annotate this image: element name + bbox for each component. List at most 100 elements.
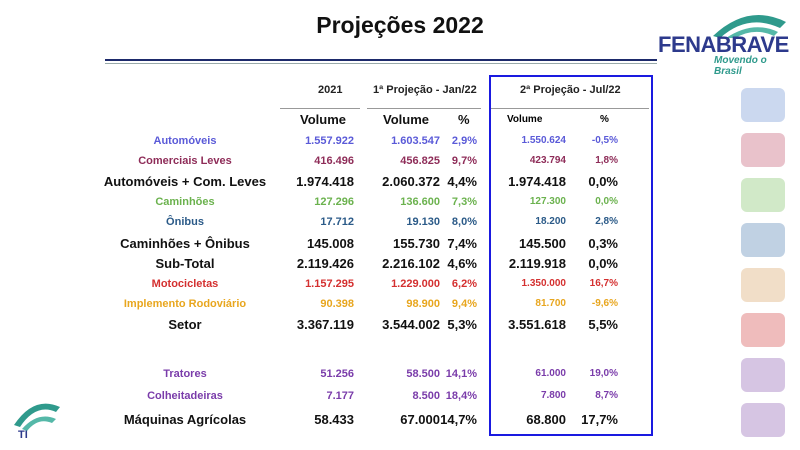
header-projection-2: 2ª Projeção - Jul/22 — [520, 84, 621, 96]
bus-icon — [741, 223, 785, 257]
value-p2-pct: 2,8% — [595, 216, 618, 227]
logo-tagline: Movendo o Brasil — [714, 55, 767, 77]
value-p1-volume: 155.730 — [393, 236, 440, 251]
value-p2-volume: 1.974.418 — [508, 174, 566, 189]
value-2021: 1.157.295 — [305, 278, 354, 290]
harvester-icon — [741, 403, 785, 437]
row-label: Máquinas Agrícolas — [123, 412, 247, 427]
motorcycle-icon — [741, 313, 785, 347]
row-label: Implemento Rodoviário — [123, 298, 247, 310]
value-p1-volume: 67.000 — [400, 412, 440, 427]
value-2021: 127.296 — [314, 196, 354, 208]
vehicle-icons-column — [737, 88, 789, 448]
value-2021: 17.712 — [320, 216, 354, 228]
title-divider — [105, 59, 657, 61]
value-p2-volume: 7.800 — [540, 390, 566, 401]
car-icon — [741, 88, 785, 122]
value-p1-volume: 1.229.000 — [391, 278, 440, 290]
value-p2-pct: 17,7% — [581, 412, 618, 427]
value-2021: 1.974.418 — [296, 174, 354, 189]
value-p1-pct: 14,1% — [445, 368, 477, 380]
value-p1-pct: 7,4% — [447, 236, 477, 251]
value-p2-pct: 16,7% — [589, 278, 618, 289]
value-2021: 1.557.922 — [305, 135, 354, 147]
value-p2-volume: 2.119.918 — [508, 256, 566, 271]
tractor-icon — [741, 358, 785, 392]
van-icon — [741, 133, 785, 167]
value-2021: 58.433 — [314, 412, 354, 427]
page-title: Projeções 2022 — [316, 12, 484, 38]
value-2021: 2.119.426 — [296, 256, 354, 271]
value-2021: 7.177 — [326, 390, 354, 402]
ti-logo-text: TI — [18, 429, 28, 441]
fenabrave-logo: FENABRAVE Movendo o Brasil — [658, 8, 789, 77]
value-p1-pct: 7,3% — [451, 196, 477, 208]
value-p2-volume: 423.794 — [529, 155, 566, 166]
value-p2-pct: 19,0% — [589, 368, 618, 379]
value-p1-pct: 4,4% — [447, 174, 477, 189]
logo-wave-icon — [713, 15, 786, 38]
value-p2-pct: 0,3% — [588, 236, 618, 251]
value-p1-volume: 98.900 — [406, 298, 440, 310]
row-label: Motocicletas — [151, 278, 219, 290]
value-p2-pct: -9,6% — [591, 298, 618, 309]
value-p2-volume: 1.350.000 — [521, 278, 567, 289]
col-pct-p1: % — [458, 112, 470, 127]
projection-2-highlight — [489, 75, 653, 436]
header-rule — [280, 108, 360, 109]
value-p1-pct: 2,9% — [451, 135, 477, 147]
value-p2-pct: 1,8% — [595, 155, 618, 166]
row-label: Sub-Total — [155, 256, 215, 271]
value-p1-pct: 4,6% — [447, 256, 477, 271]
value-p1-pct: 14,7% — [440, 412, 477, 427]
value-p2-volume: 18.200 — [535, 216, 566, 227]
row-label: Tratores — [163, 368, 207, 380]
value-p2-volume: 81.700 — [535, 298, 566, 309]
ti-logo: TI — [12, 395, 64, 443]
row-label: Comerciais Leves — [138, 155, 232, 167]
value-p2-pct: -0,5% — [591, 135, 618, 146]
logo-brand: FENABRAVE — [658, 32, 789, 57]
col-volume-p2: Volume — [507, 114, 543, 125]
value-p1-volume: 2.216.102 — [382, 256, 440, 271]
header-projection-1: 1ª Projeção - Jan/22 — [373, 84, 477, 96]
row-label: Ônibus — [166, 216, 204, 228]
row-label: Automóveis — [153, 135, 217, 147]
row-label: Caminhões — [155, 196, 215, 208]
value-p2-pct: 0,0% — [588, 174, 618, 189]
value-p1-pct: 8,0% — [451, 216, 477, 228]
value-p2-volume: 68.800 — [526, 412, 566, 427]
value-2021: 51.256 — [320, 368, 354, 380]
value-p1-volume: 8.500 — [412, 390, 440, 402]
row-label: Caminhões + Ônibus — [120, 236, 250, 251]
value-2021: 416.496 — [314, 155, 354, 167]
truck-icon — [741, 178, 785, 212]
row-label: Setor — [168, 317, 202, 332]
value-p1-volume: 19.130 — [406, 216, 440, 228]
value-p1-volume: 2.060.372 — [382, 174, 440, 189]
col-pct-p2: % — [600, 114, 609, 125]
value-p2-pct: 0,0% — [595, 196, 618, 207]
header-rule — [491, 108, 649, 109]
value-p2-volume: 61.000 — [535, 368, 566, 379]
value-p2-pct: 5,5% — [588, 317, 618, 332]
header-rule — [367, 108, 481, 109]
value-2021: 90.398 — [320, 298, 354, 310]
row-label: Automóveis + Com. Leves — [103, 174, 267, 189]
value-p1-pct: 9,7% — [451, 155, 477, 167]
value-2021: 145.008 — [307, 236, 354, 251]
value-p2-volume: 127.300 — [529, 196, 566, 207]
value-p2-volume: 145.500 — [519, 236, 566, 251]
value-p1-pct: 18,4% — [445, 390, 477, 402]
value-p2-pct: 0,0% — [588, 256, 618, 271]
value-p2-volume: 3.551.618 — [508, 317, 566, 332]
value-p2-volume: 1.550.624 — [521, 135, 567, 146]
value-p1-pct: 5,3% — [447, 317, 477, 332]
row-label: Colheitadeiras — [147, 390, 223, 402]
value-p1-volume: 3.544.002 — [382, 317, 440, 332]
value-p1-volume: 58.500 — [406, 368, 440, 380]
col-volume-p1: Volume — [383, 112, 429, 127]
title-divider-thin — [105, 63, 657, 64]
value-2021: 3.367.119 — [296, 317, 354, 332]
value-p1-volume: 136.600 — [400, 196, 440, 208]
